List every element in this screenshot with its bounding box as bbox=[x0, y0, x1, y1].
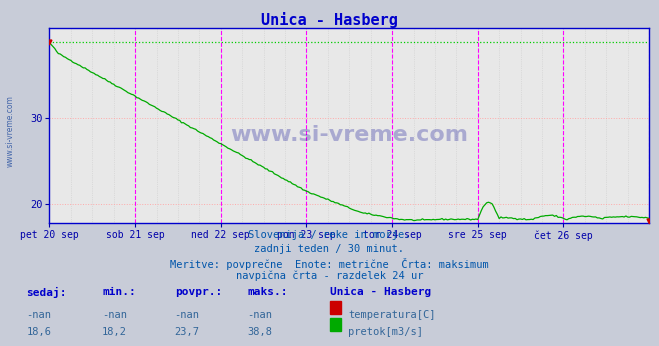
Text: temperatura[C]: temperatura[C] bbox=[348, 310, 436, 320]
Text: 18,2: 18,2 bbox=[102, 327, 127, 337]
Text: www.si-vreme.com: www.si-vreme.com bbox=[5, 95, 14, 167]
Text: 18,6: 18,6 bbox=[26, 327, 51, 337]
Text: Unica - Hasberg: Unica - Hasberg bbox=[330, 287, 431, 297]
Text: 38,8: 38,8 bbox=[247, 327, 272, 337]
Text: www.si-vreme.com: www.si-vreme.com bbox=[230, 125, 469, 145]
Text: Unica - Hasberg: Unica - Hasberg bbox=[261, 12, 398, 28]
Text: -nan: -nan bbox=[175, 310, 200, 320]
Text: navpična črta - razdelek 24 ur: navpična črta - razdelek 24 ur bbox=[236, 271, 423, 281]
Text: 23,7: 23,7 bbox=[175, 327, 200, 337]
Text: -nan: -nan bbox=[102, 310, 127, 320]
Text: zadnji teden / 30 minut.: zadnji teden / 30 minut. bbox=[254, 244, 405, 254]
Text: pretok[m3/s]: pretok[m3/s] bbox=[348, 327, 423, 337]
Text: min.:: min.: bbox=[102, 287, 136, 297]
Text: Slovenija / reke in morje.: Slovenija / reke in morje. bbox=[248, 230, 411, 240]
Text: sedaj:: sedaj: bbox=[26, 287, 67, 298]
Text: maks.:: maks.: bbox=[247, 287, 287, 297]
Text: -nan: -nan bbox=[26, 310, 51, 320]
Text: povpr.:: povpr.: bbox=[175, 287, 222, 297]
Text: Meritve: povprečne  Enote: metrične  Črta: maksimum: Meritve: povprečne Enote: metrične Črta:… bbox=[170, 258, 489, 270]
Text: -nan: -nan bbox=[247, 310, 272, 320]
